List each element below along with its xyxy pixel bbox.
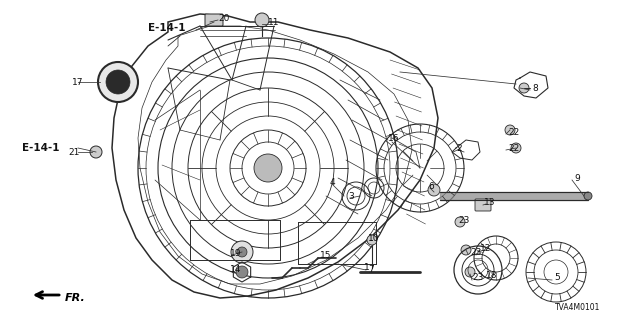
Text: 14: 14 [230,266,241,275]
Circle shape [237,247,247,257]
Text: 6: 6 [428,181,434,190]
Text: TVA4M0101: TVA4M0101 [555,303,600,313]
Circle shape [98,62,138,102]
Circle shape [236,266,248,278]
FancyBboxPatch shape [475,199,491,211]
Circle shape [428,184,440,196]
Text: 10: 10 [368,234,380,243]
Text: 22: 22 [508,127,519,137]
Text: 23: 23 [472,274,483,283]
Text: 19: 19 [230,249,241,258]
Circle shape [255,13,269,27]
Circle shape [254,154,282,182]
Circle shape [90,146,102,158]
Circle shape [231,241,253,263]
Text: 20: 20 [218,13,229,22]
Text: 8: 8 [532,84,538,92]
Circle shape [455,217,465,227]
Circle shape [461,245,471,255]
Text: 15: 15 [320,251,332,260]
Circle shape [367,235,377,245]
Text: 11: 11 [268,18,280,27]
Text: 23: 23 [470,247,481,257]
Text: 13: 13 [484,197,495,206]
Text: 22: 22 [508,143,519,153]
Text: 1: 1 [364,263,370,273]
Circle shape [505,125,515,135]
Text: FR.: FR. [65,293,86,303]
Text: 17: 17 [72,77,83,86]
Text: 18: 18 [486,270,497,279]
Text: 23: 23 [458,215,469,225]
Circle shape [519,83,529,93]
Text: 5: 5 [554,274,560,283]
Circle shape [106,70,130,94]
Text: 16: 16 [388,133,399,142]
Circle shape [465,267,475,277]
Circle shape [584,192,592,200]
Text: 9: 9 [574,173,580,182]
Text: 4: 4 [330,178,335,187]
Text: 2: 2 [456,143,461,153]
Circle shape [511,143,521,153]
Text: 7: 7 [368,266,374,275]
Text: 21: 21 [68,148,79,156]
Text: E-14-1: E-14-1 [148,23,186,33]
Text: E-14-1: E-14-1 [22,143,60,153]
Text: 12: 12 [480,244,492,252]
Text: 3: 3 [348,191,354,201]
FancyBboxPatch shape [205,14,223,26]
